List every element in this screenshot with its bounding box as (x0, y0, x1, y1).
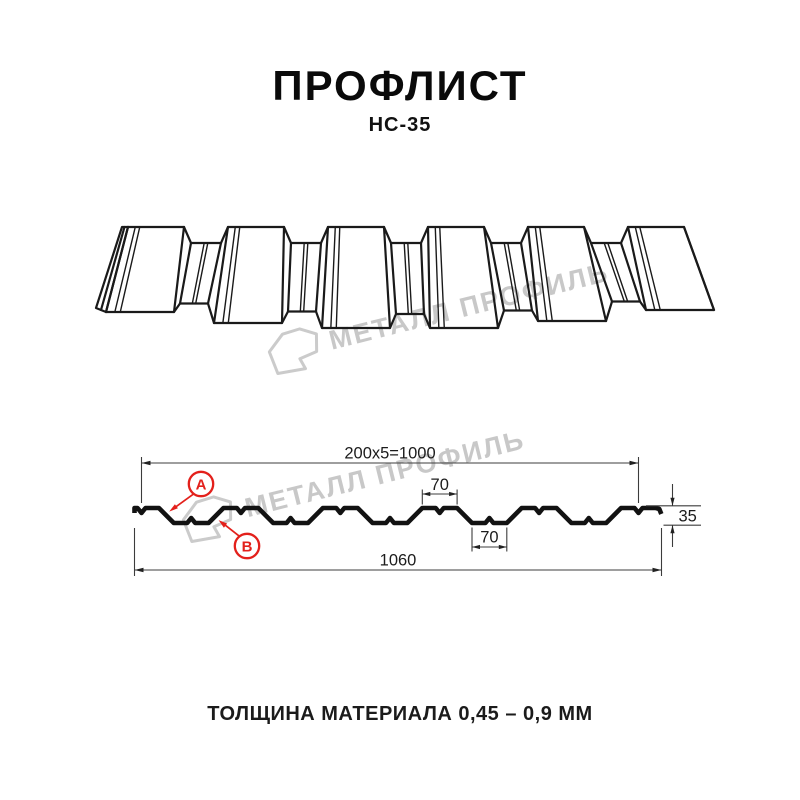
brand-logo-icon (267, 327, 319, 375)
dimension-crest-width: 70 (421, 476, 458, 505)
dimension-useful-width: 200x5=1000 (140, 445, 640, 503)
thickness-note: ТОЛЩИНА МАТЕРИАЛА 0,45 – 0,9 ММ (207, 703, 593, 725)
dimension-label: 1060 (380, 552, 417, 570)
callout-a: A (169, 470, 215, 512)
callout-b-label: B (242, 538, 253, 555)
callout-b-arrowhead (218, 520, 228, 528)
callout-a-label: A (196, 476, 207, 493)
profile-3d-sheet-fill (96, 227, 714, 328)
cross-section-profile (132, 505, 664, 526)
dimension-label: 200x5=1000 (344, 445, 435, 463)
watermark-lower: МЕТАЛЛ ПРОФИЛЬ (181, 424, 528, 543)
callout-b: B (218, 520, 261, 560)
dimension-label: 35 (679, 508, 697, 526)
dimension-valley-width: 70 (471, 527, 508, 552)
dimension-label: 70 (431, 476, 449, 494)
brand-logo-icon (181, 495, 233, 543)
dimension-label: 70 (480, 529, 498, 547)
dimension-profile-height: 35 (646, 484, 701, 547)
product-code: НС-35 (368, 114, 432, 136)
page-title: ПРОФЛИСТ (272, 62, 528, 109)
profile-3d-sheet-lines (94, 225, 716, 330)
dimension-overall-width: 1060 (133, 528, 663, 576)
watermark-brand-text: МЕТАЛЛ ПРОФИЛЬ (242, 424, 528, 523)
callout-a-arrowhead (169, 504, 178, 512)
